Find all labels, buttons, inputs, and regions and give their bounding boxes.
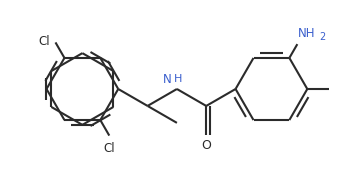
Text: O: O: [201, 139, 211, 152]
Text: NH: NH: [298, 27, 316, 40]
Text: Cl: Cl: [38, 35, 49, 48]
Text: H: H: [174, 74, 182, 84]
Text: Cl: Cl: [103, 142, 115, 155]
Text: 2: 2: [319, 32, 326, 42]
Text: N: N: [163, 73, 172, 85]
